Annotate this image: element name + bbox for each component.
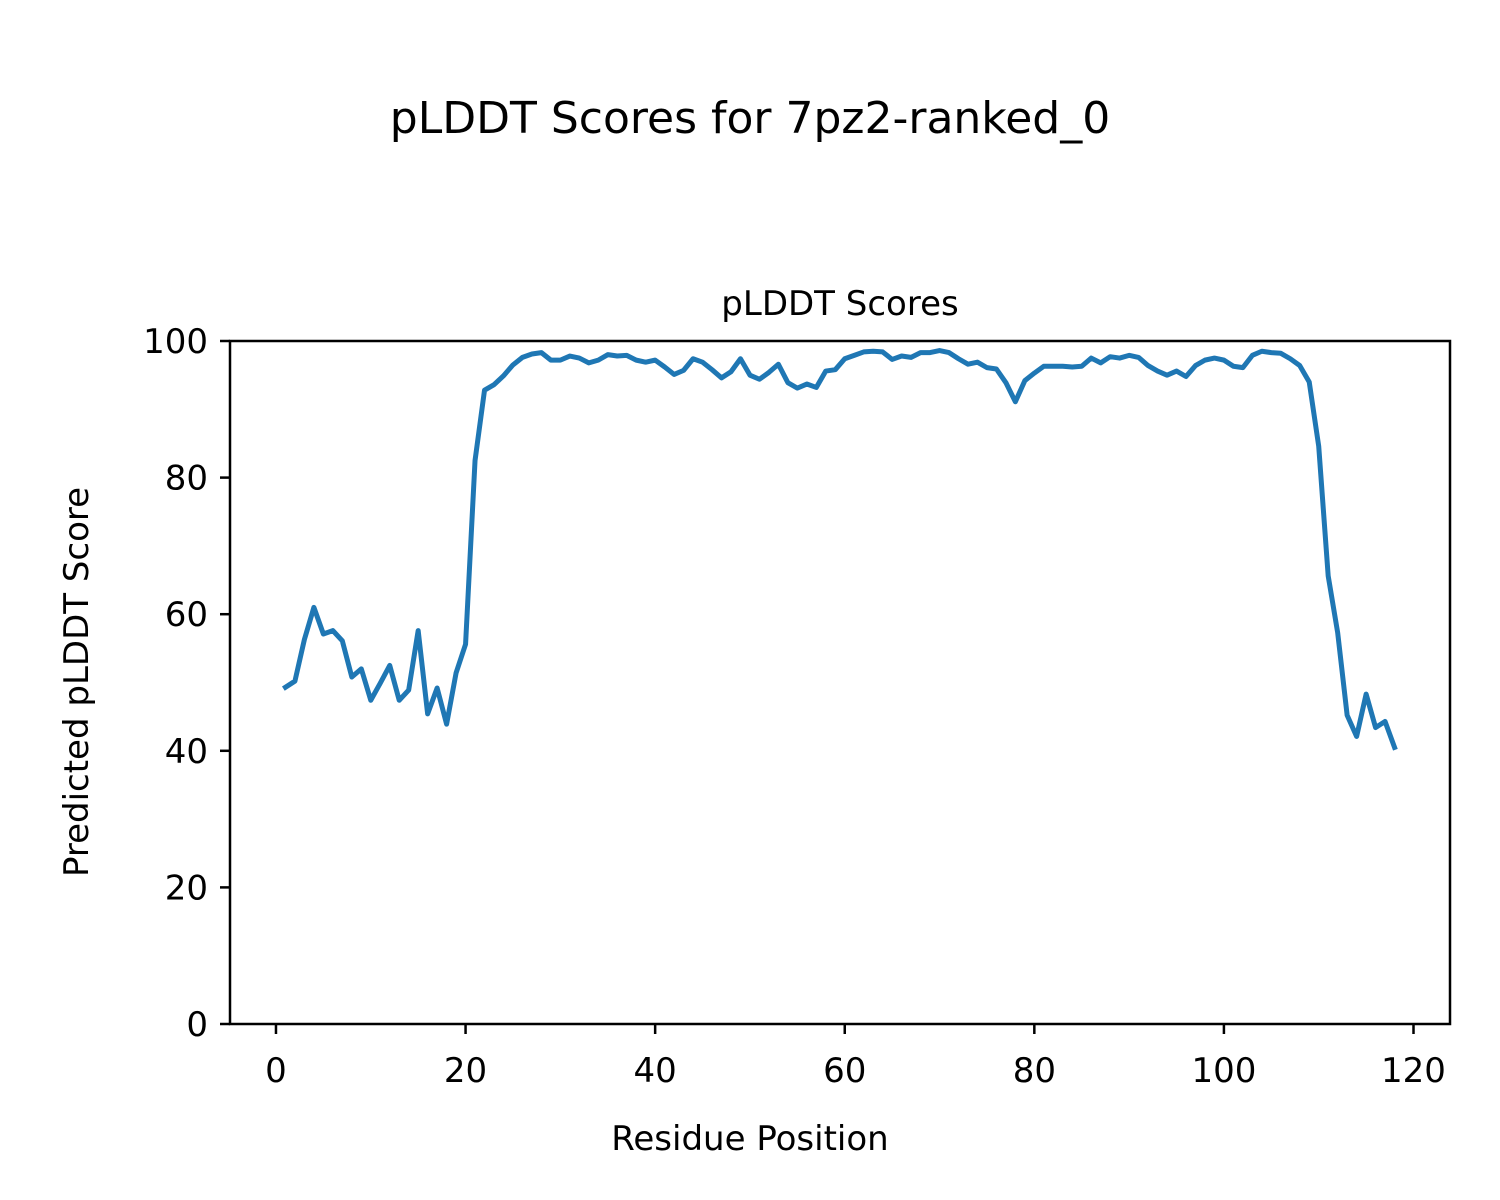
- x-tick-label: 100: [1191, 1051, 1256, 1091]
- y-tick-label: 20: [165, 868, 208, 908]
- x-tick-label: 60: [823, 1051, 866, 1091]
- x-tick-label: 120: [1381, 1051, 1446, 1091]
- x-axis-label: Residue Position: [611, 1119, 888, 1159]
- chart-title: pLDDT Scores: [721, 284, 958, 324]
- y-tick-label: 80: [165, 459, 208, 499]
- figure-suptitle: pLDDT Scores for 7pz2-ranked_0: [390, 93, 1110, 144]
- y-tick-label: 40: [165, 732, 208, 772]
- x-tick-label: 80: [1013, 1051, 1056, 1091]
- plot-area: [228, 339, 1452, 1026]
- y-axis-label: Predicted pLDDT Score: [57, 487, 97, 877]
- plddt-series-line: [281, 348, 1398, 751]
- x-tick-label: 0: [265, 1051, 287, 1091]
- y-tick-label: 0: [186, 1005, 208, 1045]
- y-tick-label: 100: [143, 322, 208, 362]
- y-tick-label: 60: [165, 595, 208, 635]
- x-tick-label: 20: [444, 1051, 487, 1091]
- y-axis-ticks: 0 20 40 60 80 100: [143, 322, 230, 1045]
- axes-frame: [228, 339, 1452, 1026]
- x-tick-label: 40: [634, 1051, 677, 1091]
- x-axis-ticks: 0 20 40 60 80 100 120: [265, 1024, 1446, 1091]
